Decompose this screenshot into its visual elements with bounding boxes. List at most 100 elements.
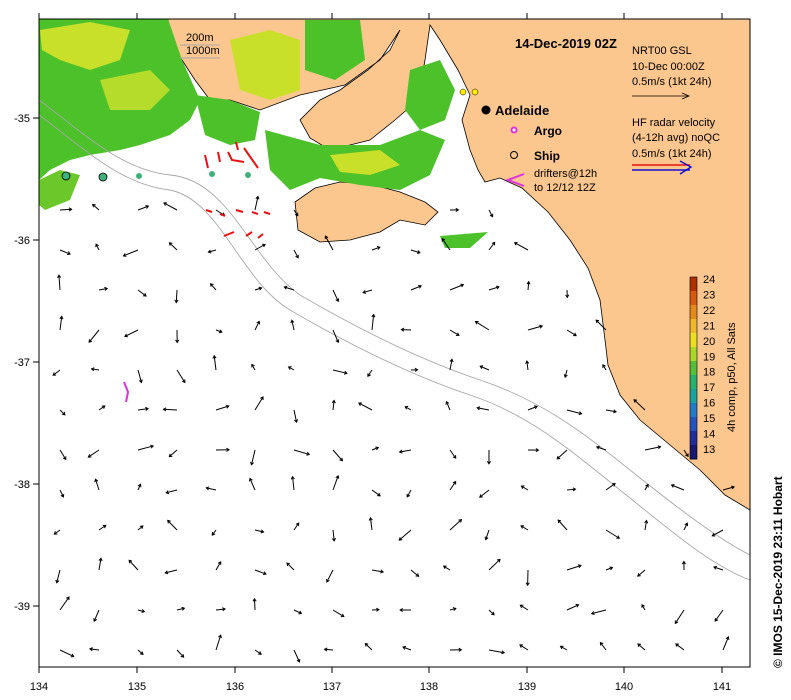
velocity-arrowhead <box>609 566 614 571</box>
velocity-arrowhead <box>340 613 345 618</box>
velocity-arrowhead <box>590 611 595 616</box>
velocity-arrow <box>128 560 139 571</box>
velocity-arrow <box>95 479 100 491</box>
colorbar-label: 4h comp, p50, All Sats <box>726 322 738 432</box>
velocity-arrow <box>488 649 505 654</box>
velocity-arrowhead <box>335 298 340 303</box>
velocity-arrowhead <box>595 445 600 450</box>
velocity-arrow <box>674 609 685 624</box>
velocity-arrowhead <box>416 250 421 254</box>
velocity-arrowhead <box>633 399 638 403</box>
velocity-arrowhead <box>60 493 65 498</box>
velocity-arrowhead <box>455 207 460 212</box>
velocity-arrowhead <box>222 607 226 612</box>
velocity-arrowhead <box>474 321 479 325</box>
velocity-arrowhead <box>670 483 675 488</box>
velocity-arrow <box>722 486 735 491</box>
gsl-legend-line1: NRT00 GSL <box>632 45 692 57</box>
velocity-arrowhead <box>556 455 561 460</box>
velocity-arrowhead <box>256 320 261 325</box>
velocity-arrowhead <box>335 474 340 479</box>
velocity-arrow <box>167 520 178 531</box>
velocity-arrowhead <box>89 647 93 652</box>
drifter-track <box>204 154 209 169</box>
velocity-arrowhead <box>637 643 641 647</box>
velocity-arrowhead <box>175 339 180 344</box>
velocity-arrow <box>124 329 139 337</box>
velocity-arrow <box>526 361 529 371</box>
velocity-arrow <box>254 569 267 575</box>
velocity-arrow <box>566 564 582 571</box>
velocity-arrowhead <box>68 207 73 212</box>
velocity-arrowhead <box>217 561 222 565</box>
velocity-arrow <box>332 609 345 617</box>
velocity-arrowhead <box>324 235 329 240</box>
velocity-arrow <box>292 476 295 491</box>
velocity-arrow <box>371 569 384 573</box>
velocity-arrowhead <box>713 565 717 570</box>
velocity-arrowhead <box>174 299 179 304</box>
velocity-arrowhead <box>400 327 405 332</box>
velocity-arrowhead <box>70 653 75 658</box>
velocity-arrow <box>59 649 74 657</box>
velocity-arrowhead <box>657 445 662 450</box>
x-tick-label: 138 <box>420 681 438 693</box>
place-labels: Adelaide Argo Ship drifters@12h to 12/12… <box>481 103 597 194</box>
velocity-arrowhead <box>141 609 146 614</box>
velocity-arrow <box>520 525 529 531</box>
velocity-arrowhead <box>331 537 336 542</box>
velocity-arrowhead <box>181 606 186 611</box>
velocity-arrowhead <box>441 237 446 242</box>
velocity-arrowhead <box>364 642 369 647</box>
drifters-label-1: drifters@12h <box>534 168 597 180</box>
velocity-arrowhead <box>458 647 463 652</box>
velocity-arrow <box>137 649 144 655</box>
velocity-arrowhead <box>218 329 223 334</box>
velocity-arrowhead <box>711 532 716 537</box>
velocity-arrow <box>527 405 538 411</box>
velocity-arrowhead <box>520 485 525 490</box>
velocity-arrow <box>137 484 141 491</box>
velocity-arrow <box>95 243 100 251</box>
velocity-arrowhead <box>513 241 518 246</box>
velocity-arrowhead <box>445 400 450 405</box>
velocity-arrowhead <box>298 610 303 615</box>
velocity-arrow <box>683 522 688 531</box>
velocity-arrowhead <box>377 492 381 497</box>
velocity-arrow <box>449 519 462 531</box>
velocity-arrow <box>722 636 729 651</box>
velocity-arrow <box>410 569 419 577</box>
velocity-arrow <box>605 409 617 413</box>
velocity-arrowhead <box>339 457 344 462</box>
colorbar-tick-label: 16 <box>703 398 715 410</box>
velocity-arrow <box>332 475 339 491</box>
velocity-arrowhead <box>52 372 57 376</box>
velocity-arrowhead <box>286 562 290 567</box>
velocity-arrowhead <box>489 213 494 218</box>
drifter-track <box>235 209 244 213</box>
gsl-legend-line2: 10-Dec 00:00Z <box>632 61 705 73</box>
ship-label: Ship <box>534 149 560 163</box>
velocity-arrowhead <box>296 658 301 663</box>
velocity-arrow <box>293 449 310 455</box>
velocity-arrowhead <box>380 569 385 574</box>
velocity-arrow <box>98 524 107 531</box>
velocity-arrow <box>293 409 298 423</box>
velocity-arrowhead <box>578 411 583 416</box>
velocity-arrowhead <box>449 358 454 363</box>
velocity-arrow <box>123 249 139 257</box>
velocity-arrow <box>332 529 335 541</box>
velocity-arrowhead <box>258 651 262 655</box>
velocity-arrowhead <box>414 367 419 372</box>
velocity-arrow <box>176 607 185 611</box>
velocity-arrow <box>485 529 490 540</box>
colorbar-tick-label: 23 <box>703 289 715 301</box>
velocity-arrow <box>605 529 620 539</box>
velocity-arrow <box>560 645 568 651</box>
velocity-arrow <box>644 520 648 531</box>
velocity-arrowhead <box>599 641 604 646</box>
velocity-arrowhead <box>145 406 149 411</box>
velocity-arrow <box>215 405 229 411</box>
velocity-arrow <box>527 325 543 331</box>
velocity-arrow <box>89 648 100 651</box>
